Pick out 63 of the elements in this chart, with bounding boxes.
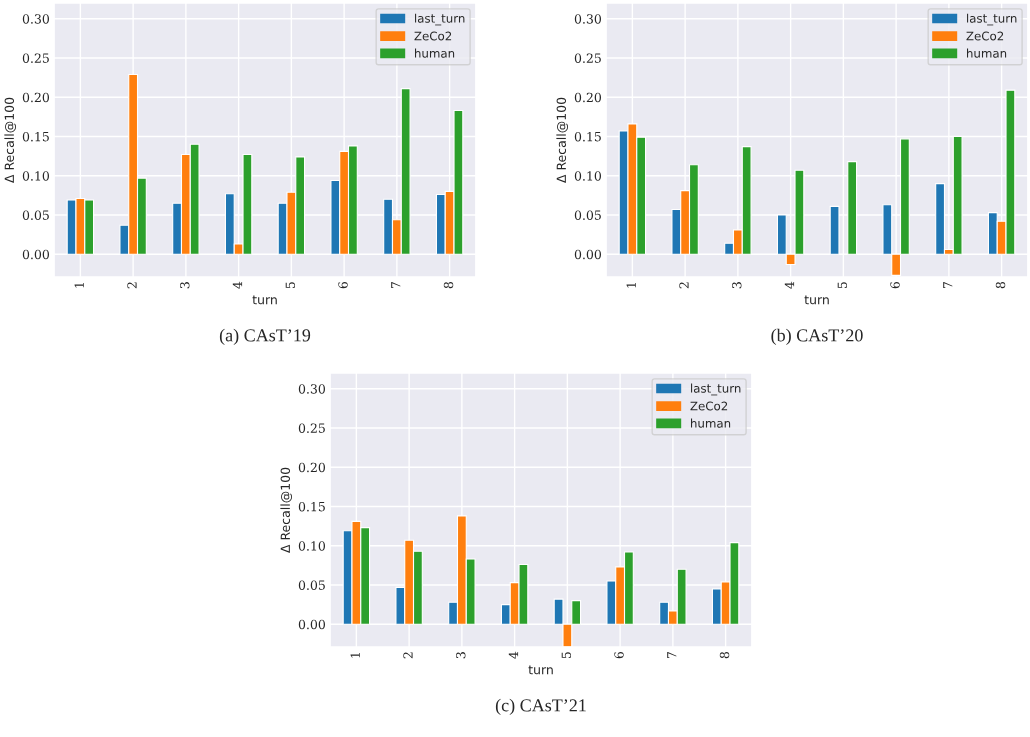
- x-tick-label: 8: [995, 282, 1006, 289]
- x-tick-label: 8: [719, 652, 730, 659]
- x-tick-label: 8: [443, 282, 454, 289]
- text: (b) CAsT’20: [771, 328, 863, 346]
- legend-label: ZeCo2: [690, 401, 728, 411]
- y-tick-label: 0.10: [298, 541, 325, 551]
- x-tick-label: 2: [127, 282, 137, 289]
- x-tick-label: 4: [784, 281, 795, 289]
- legend-label: last_turn: [691, 383, 741, 396]
- x-tick-label: 3: [180, 282, 190, 289]
- x-tick-label: 1: [350, 652, 360, 658]
- y-tick-label: 0.00: [22, 249, 49, 260]
- legend-label: human: [967, 48, 1007, 58]
- x-tick-label: 2: [679, 282, 689, 289]
- x-tick-label: 3: [732, 282, 742, 289]
- x-tick-label: 4: [232, 281, 243, 289]
- y-tick-label: 0.30: [298, 384, 325, 394]
- y-tick-label: 0.05: [22, 210, 49, 220]
- y-tick-label: 0.10: [574, 171, 601, 181]
- x-tick-label: 7: [391, 282, 401, 289]
- x-axis-title: turn: [528, 665, 553, 675]
- legend-label: last_turn: [415, 13, 465, 26]
- x-tick-label: 6: [890, 281, 900, 289]
- text: (a) CAsT’19: [219, 328, 311, 346]
- y-tick-label: 0.25: [22, 53, 49, 63]
- y-tick-label: 0.30: [574, 14, 601, 24]
- legend-label: human: [415, 48, 455, 58]
- x-tick-label: 2: [403, 652, 413, 659]
- y-axis-title: Δ Recall@100: [280, 467, 293, 553]
- y-tick-label: 0.20: [22, 92, 49, 103]
- y-tick-label: 0.00: [574, 249, 601, 260]
- y-tick-label: 0.15: [298, 501, 325, 512]
- x-tick-label: 7: [667, 652, 677, 659]
- y-tick-label: 0.10: [22, 171, 49, 181]
- y-axis-title: Δ Recall@100: [4, 97, 17, 183]
- legend-label: last_turn: [967, 13, 1017, 26]
- x-tick-label: 5: [837, 282, 847, 289]
- y-tick-label: 0.30: [22, 14, 49, 24]
- legend-label: ZeCo2: [414, 31, 452, 41]
- y-tick-label: 0.25: [298, 423, 325, 433]
- y-tick-label: 0.05: [574, 210, 601, 220]
- y-tick-label: 0.15: [574, 131, 601, 142]
- x-tick-label: 4: [508, 651, 519, 659]
- x-tick-label: 6: [338, 281, 348, 289]
- legend-label: ZeCo2: [966, 31, 1004, 41]
- legend-label: human: [691, 418, 731, 428]
- y-tick-label: 0.05: [298, 580, 325, 590]
- x-tick-label: 5: [561, 652, 571, 659]
- y-axis-title: Δ Recall@100: [556, 97, 569, 183]
- x-axis-title: turn: [252, 295, 277, 305]
- x-tick-label: 6: [614, 651, 624, 659]
- x-axis-title: turn: [804, 295, 829, 305]
- text: (c) CAsT’21: [495, 698, 586, 716]
- y-tick-label: 0.00: [298, 619, 325, 630]
- y-tick-label: 0.20: [574, 92, 601, 103]
- y-tick-label: 0.15: [22, 131, 49, 142]
- x-tick-label: 1: [626, 282, 636, 288]
- x-tick-label: 7: [943, 282, 953, 289]
- y-tick-label: 0.20: [298, 462, 325, 473]
- x-tick-label: 5: [285, 282, 295, 289]
- y-tick-label: 0.25: [574, 53, 601, 63]
- x-tick-label: 1: [74, 282, 84, 288]
- x-tick-label: 3: [456, 652, 466, 659]
